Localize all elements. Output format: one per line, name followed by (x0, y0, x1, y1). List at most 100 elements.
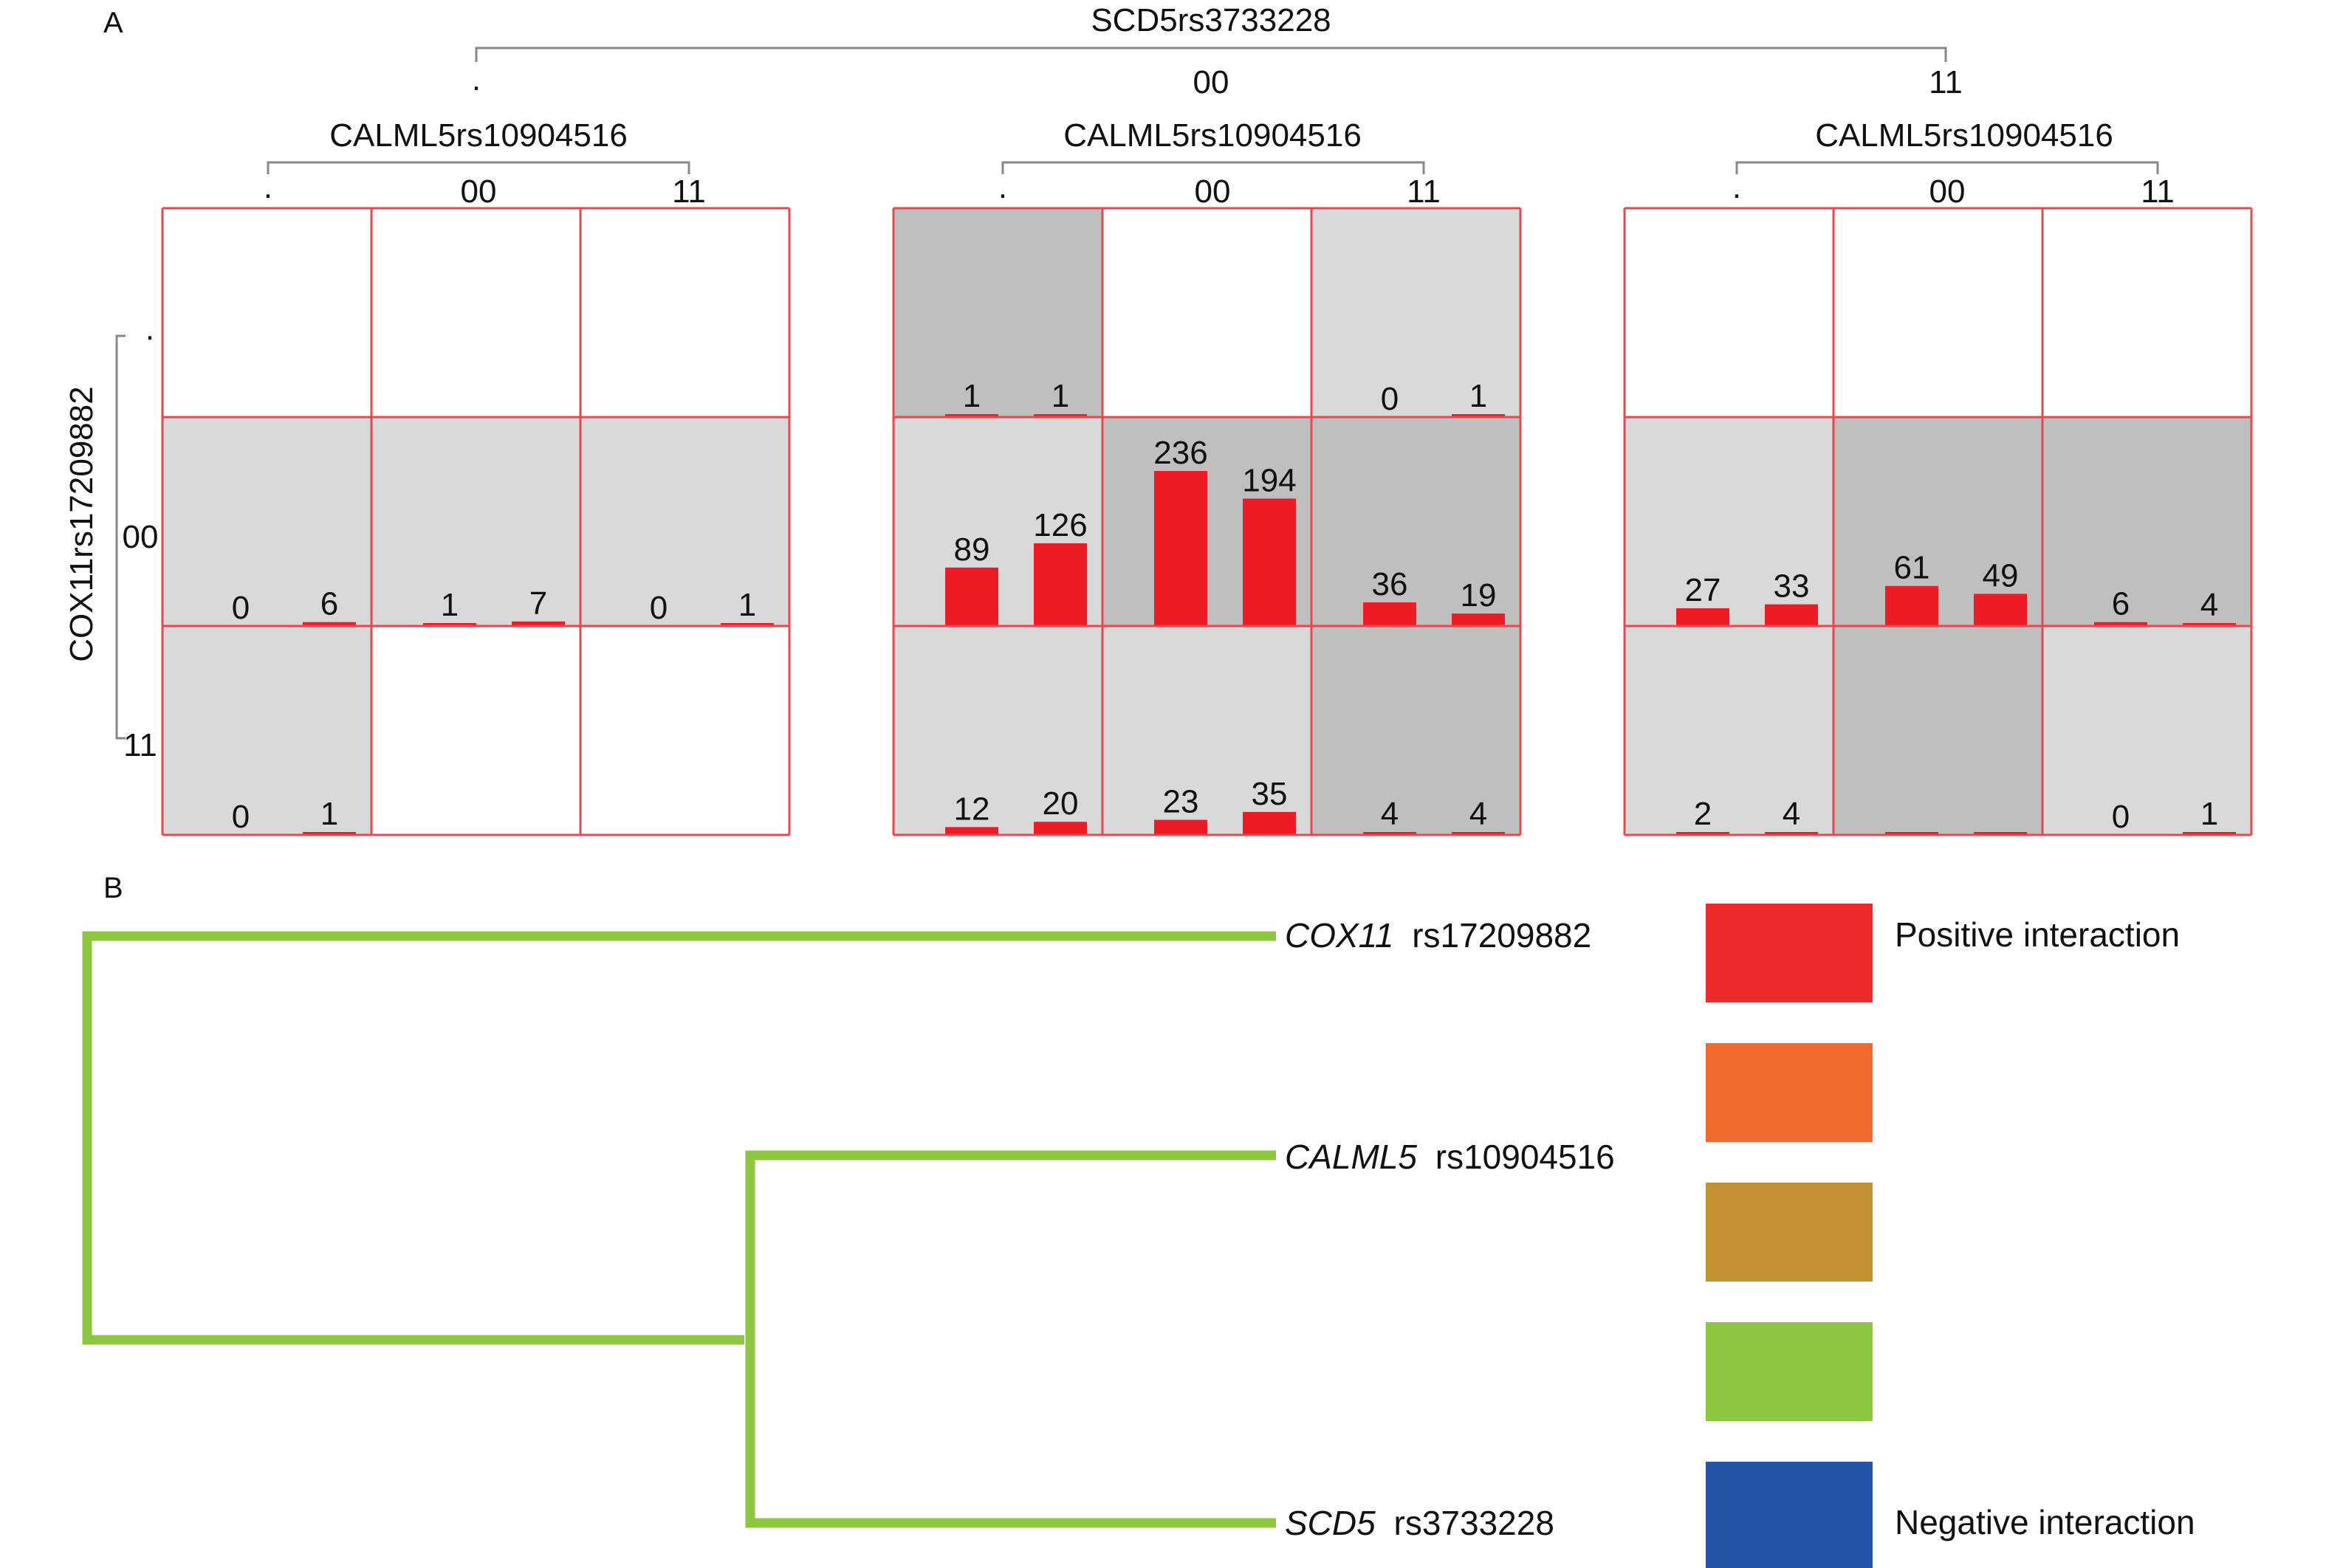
count-label: 89 (954, 532, 990, 568)
count-bar (1765, 832, 1818, 835)
count-label: 4 (1469, 796, 1487, 832)
count-bar (1676, 608, 1729, 626)
count-bar (1363, 602, 1416, 626)
grid-cell (1625, 417, 1833, 626)
top-level-label-3: 11 (1929, 64, 1963, 100)
count-label: 0 (232, 590, 250, 626)
count-bar (1452, 613, 1505, 626)
grid-cell (1102, 626, 1311, 835)
count-bar (1243, 811, 1296, 835)
column-header-3: CALML5rs10904516 . 00 11 (1732, 117, 2175, 210)
gene-name: COX11 (1285, 916, 1393, 955)
column-header-2: CALML5rs10904516 . 00 11 (998, 117, 1441, 210)
count-label: 0 (1381, 381, 1399, 417)
grid-cell (162, 626, 371, 835)
column-level-label: . (1732, 169, 1741, 205)
dendrogram-branch-calml5-scd5 (745, 1150, 1276, 1528)
grid-cell (2042, 626, 2251, 835)
count-label: 23 (1163, 784, 1199, 820)
top-factor-bracket (475, 47, 1947, 62)
column-level-label: 00 (1929, 173, 1966, 210)
grid-cell (1311, 208, 1520, 417)
count-bar (1452, 414, 1505, 417)
count-bar (1452, 832, 1505, 835)
count-bar (1154, 471, 1207, 626)
row-bracket (115, 334, 126, 740)
snp-id: rs10904516 (1435, 1138, 1615, 1176)
count-bar (1765, 604, 1818, 626)
grid-cell (1833, 208, 2042, 417)
grid-cell (1102, 208, 1311, 417)
grid-cell (162, 208, 371, 417)
count-bar (1974, 832, 2027, 835)
count-label: 6 (2112, 586, 2130, 622)
count-bar (1885, 585, 1938, 626)
count-label: 0 (2112, 799, 2130, 835)
count-label: 1 (1469, 378, 1487, 414)
column-header-1: CALML5rs10904516 . 00 11 (264, 117, 706, 210)
count-bar (1034, 414, 1087, 417)
snp-id: rs17209882 (1412, 916, 1591, 955)
grid-cell (1625, 208, 1833, 417)
grid-cell (893, 208, 1102, 417)
count-bar (1885, 832, 1938, 835)
count-bar (303, 832, 356, 835)
count-bar (945, 567, 998, 626)
legend-swatch-4 (1706, 1322, 1873, 1421)
count-label: 1 (1051, 378, 1069, 414)
count-label: 7 (529, 585, 547, 622)
grid-cell (162, 417, 371, 626)
tip-label-calml5: CALML5 rs10904516 (1285, 1138, 1615, 1176)
grid-cell (371, 417, 580, 626)
interaction-grid-1: 0 6 1 7 0 1 0 1 (161, 207, 791, 836)
panel-a-letter: A (103, 7, 123, 39)
count-bar (1676, 832, 1729, 835)
gene-name: CALML5 (1285, 1138, 1417, 1176)
column-bracket (1001, 161, 1425, 174)
legend-negative-label: Negative interaction (1895, 1503, 2195, 1541)
grid-cell (2042, 417, 2251, 626)
column-level-label: 11 (1407, 173, 1441, 210)
legend-swatch-negative (1706, 1462, 1873, 1568)
interaction-grid-2: 1 1 0 1 89 126 236 194 36 19 12 20 23 35 4 4 (892, 207, 1522, 836)
count-bar (303, 622, 356, 626)
count-bar (2183, 623, 2236, 626)
grid-cell (1311, 626, 1520, 835)
column-factor-label: CALML5rs10904516 (329, 117, 628, 154)
tip-label-scd5: SCD5 rs3733228 (1285, 1504, 1554, 1542)
count-label: 20 (1043, 785, 1079, 822)
column-level-label: . (998, 169, 1007, 205)
count-label: 61 (1894, 550, 1930, 586)
count-bar (1974, 594, 2027, 626)
grid-cell (580, 208, 789, 417)
row-level-label-2: 00 (123, 519, 159, 555)
count-label: 19 (1461, 577, 1497, 613)
count-bar (1363, 832, 1416, 835)
top-level-label-2: 00 (1193, 64, 1229, 100)
column-bracket (1735, 161, 2159, 174)
count-label: 6 (320, 586, 338, 622)
count-label: 1 (441, 587, 459, 623)
column-level-label: 00 (1195, 173, 1231, 210)
count-label: 36 (1372, 566, 1408, 602)
count-label: 2 (1694, 796, 1712, 832)
count-label: 1 (2200, 796, 2218, 832)
grid-cell (371, 208, 580, 417)
interaction-legend: Positive interaction Negative interactio… (1706, 904, 2195, 1568)
column-factor-label: CALML5rs10904516 (1063, 117, 1362, 154)
legend-swatch-positive (1706, 904, 1873, 1003)
count-bar (1243, 498, 1296, 626)
count-label: 236 (1153, 435, 1207, 471)
grid-cell (1311, 417, 1520, 626)
column-bracket (267, 161, 690, 174)
count-label: 49 (1983, 557, 2019, 594)
count-label: 35 (1252, 776, 1288, 812)
snp-id: rs3733228 (1394, 1504, 1554, 1542)
count-label: 0 (650, 590, 668, 626)
count-label: 126 (1033, 507, 1087, 543)
count-label: 1 (320, 796, 338, 832)
column-factor-label: CALML5rs10904516 (1815, 117, 2113, 154)
row-factor-label: COX11rs17209882 (64, 386, 100, 661)
